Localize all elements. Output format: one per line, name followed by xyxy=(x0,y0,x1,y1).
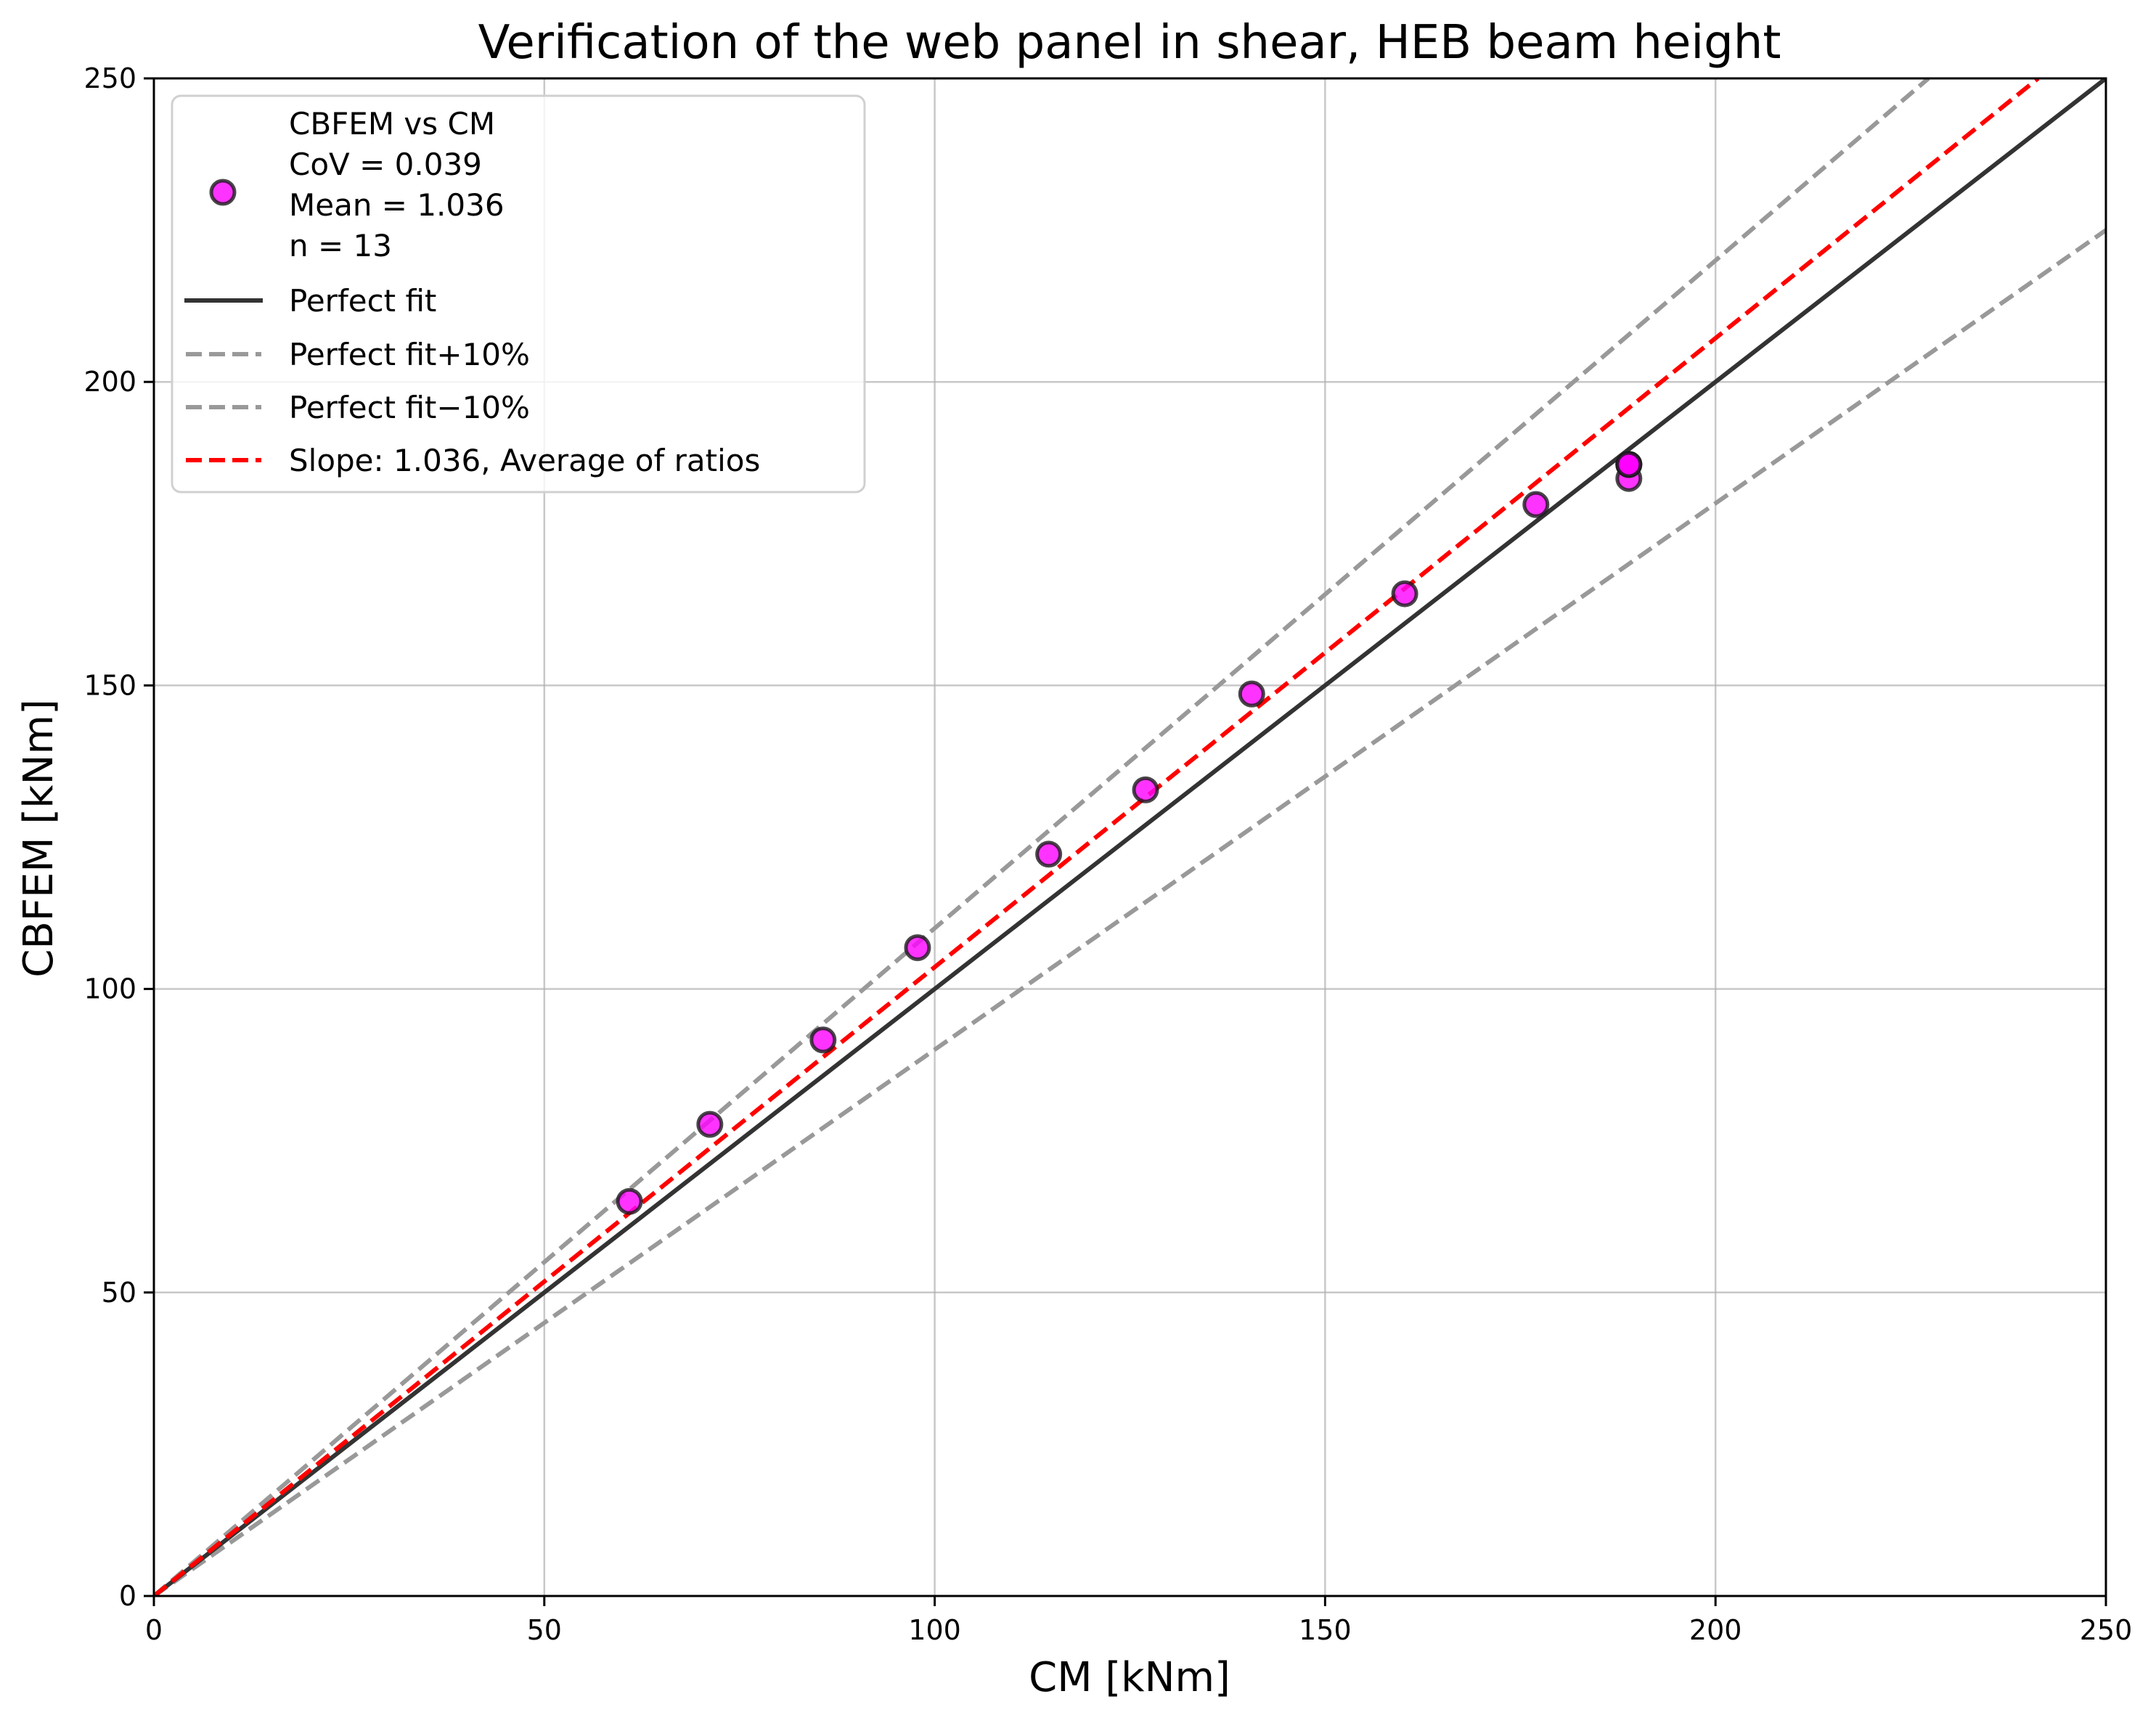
data-point xyxy=(809,1026,837,1054)
x-tick-label: 0 xyxy=(145,1614,163,1646)
legend-cov: CoV = 0.039 xyxy=(289,147,482,182)
y-tick-label: 100 xyxy=(83,973,136,1005)
legend-plus10: Perfect fit+10% xyxy=(289,337,530,372)
reference-line xyxy=(154,78,2106,1596)
reference-line xyxy=(154,78,2040,1596)
legend-box xyxy=(171,94,866,494)
legend-perfect-fit: Perfect fit xyxy=(289,283,436,319)
y-tick-label: 50 xyxy=(102,1277,136,1309)
x-tick-label: 150 xyxy=(1299,1614,1352,1646)
y-axis-label: CBFEM [kNm] xyxy=(15,699,62,978)
y-axis-ticks: 0 50 100 150 200 250 xyxy=(83,62,154,1612)
x-tick-label: 100 xyxy=(908,1614,961,1646)
legend: CBFEM vs CM CoV = 0.039 Mean = 1.036 n =… xyxy=(171,94,866,494)
y-tick-label: 150 xyxy=(83,669,136,701)
legend-slope: Slope: 1.036, Average of ratios xyxy=(289,443,760,478)
legend-n: n = 13 xyxy=(289,228,392,263)
data-point xyxy=(1391,580,1418,607)
scatter-points xyxy=(616,451,1643,1215)
y-tick-label: 0 xyxy=(119,1580,136,1612)
grid-lines xyxy=(152,77,2107,1597)
y-tick-label: 200 xyxy=(83,366,136,398)
y-tick-label: 250 xyxy=(83,62,136,94)
data-point xyxy=(696,1110,724,1138)
reference-line xyxy=(154,78,1930,1596)
data-point xyxy=(1132,776,1159,803)
data-point xyxy=(1615,451,1643,478)
plot-frame xyxy=(152,77,2107,1597)
data-point xyxy=(1522,491,1550,518)
x-tick-label: 250 xyxy=(2080,1614,2133,1646)
x-axis-label: CM [kNm] xyxy=(1029,1654,1230,1701)
data-point xyxy=(1035,840,1063,868)
x-tick-label: 200 xyxy=(1689,1614,1742,1646)
legend-scatter-marker-icon xyxy=(209,179,237,206)
data-point xyxy=(904,934,931,962)
reference-line xyxy=(154,228,2106,1596)
reference-lines xyxy=(154,78,2106,1596)
data-point xyxy=(616,1187,643,1215)
data-point xyxy=(1238,680,1265,708)
x-tick-label: 50 xyxy=(527,1614,562,1646)
legend-scatter-label: CBFEM vs CM xyxy=(289,106,495,142)
x-axis-ticks: 0 50 100 150 200 250 xyxy=(145,1596,2132,1646)
legend-minus10: Perfect fit−10% xyxy=(289,390,530,425)
legend-mean: Mean = 1.036 xyxy=(289,187,505,223)
chart-title: Verification of the web panel in shear, … xyxy=(478,16,1781,70)
